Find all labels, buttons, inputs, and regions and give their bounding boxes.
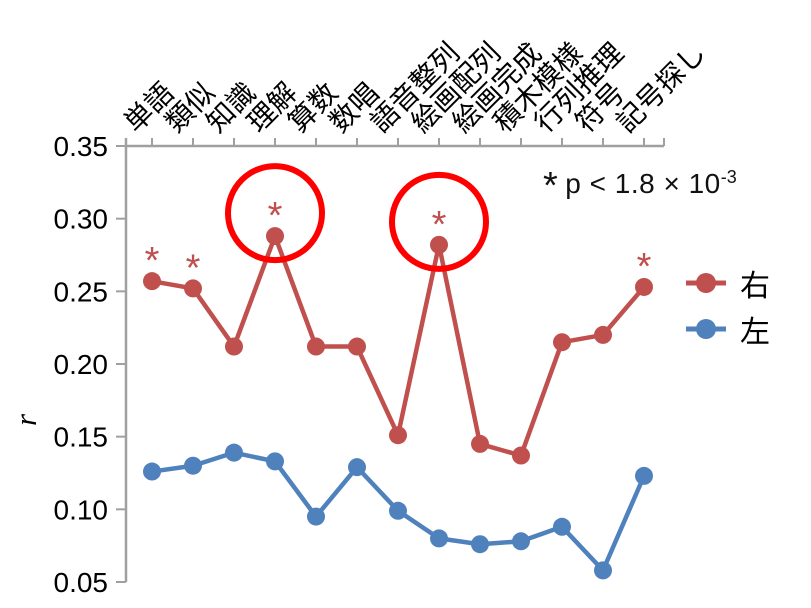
significant-star-right-3: * xyxy=(268,195,283,237)
significant-star-right-12: * xyxy=(637,246,652,288)
y-tick-label: 0.25 xyxy=(54,276,109,307)
marker-left-11[interactable] xyxy=(594,561,612,580)
marker-left-1[interactable] xyxy=(184,456,202,475)
marker-left-9[interactable] xyxy=(512,532,530,551)
asterisk-symbol: * xyxy=(543,165,559,207)
marker-left-0[interactable] xyxy=(143,462,161,481)
marker-left-10[interactable] xyxy=(553,517,571,536)
y-axis-title: r xyxy=(8,413,43,426)
y-tick-label: 0.10 xyxy=(54,494,109,525)
marker-right-4[interactable] xyxy=(307,337,325,356)
y-tick-label: 0.30 xyxy=(54,204,109,235)
category-label-12: 記号探し xyxy=(610,37,711,138)
marker-left-3[interactable] xyxy=(266,452,284,471)
y-tick-label: 0.20 xyxy=(54,349,109,380)
y-tick-label: 0.35 xyxy=(54,131,109,162)
significant-star-right-0: * xyxy=(145,240,160,282)
significance-exponent: -3 xyxy=(720,167,737,187)
legend-label-left: 左 xyxy=(740,316,770,349)
marker-left-5[interactable] xyxy=(348,458,366,477)
marker-right-10[interactable] xyxy=(553,333,571,352)
significance-note: * p < 1.8 × 10-3 xyxy=(543,167,737,205)
y-tick-label: 0.15 xyxy=(54,422,109,453)
marker-right-2[interactable] xyxy=(225,337,243,356)
marker-left-4[interactable] xyxy=(307,507,325,526)
significant-star-right-7: * xyxy=(432,204,447,246)
legend-marker-left-icon xyxy=(686,319,726,339)
marker-right-11[interactable] xyxy=(594,325,612,344)
marker-left-8[interactable] xyxy=(471,535,489,554)
highlight-circle-right-3 xyxy=(225,163,325,264)
marker-right-5[interactable] xyxy=(348,337,366,356)
marker-right-9[interactable] xyxy=(512,446,530,465)
y-tick-label: 0.05 xyxy=(54,567,109,598)
highlight-circle-right-7 xyxy=(389,171,489,272)
legend: 右 左 xyxy=(684,260,770,352)
marker-left-12[interactable] xyxy=(635,466,653,485)
marker-right-1[interactable] xyxy=(184,279,202,298)
marker-right-8[interactable] xyxy=(471,434,489,453)
marker-right-3[interactable] xyxy=(266,227,284,246)
legend-marker-right-icon xyxy=(686,273,726,293)
marker-right-7[interactable] xyxy=(430,235,448,254)
legend-label-right: 右 xyxy=(740,270,770,303)
legend-item-right[interactable]: 右 xyxy=(684,260,770,306)
marker-left-6[interactable] xyxy=(389,501,407,520)
marker-left-2[interactable] xyxy=(225,443,243,462)
significant-star-right-1: * xyxy=(186,247,201,289)
marker-right-0[interactable] xyxy=(143,272,161,291)
significance-text: p < 1.8 × 10 xyxy=(565,168,721,199)
marker-right-12[interactable] xyxy=(635,277,653,296)
legend-item-left[interactable]: 左 xyxy=(684,306,770,352)
marker-right-6[interactable] xyxy=(389,426,407,445)
marker-left-7[interactable] xyxy=(430,529,448,548)
